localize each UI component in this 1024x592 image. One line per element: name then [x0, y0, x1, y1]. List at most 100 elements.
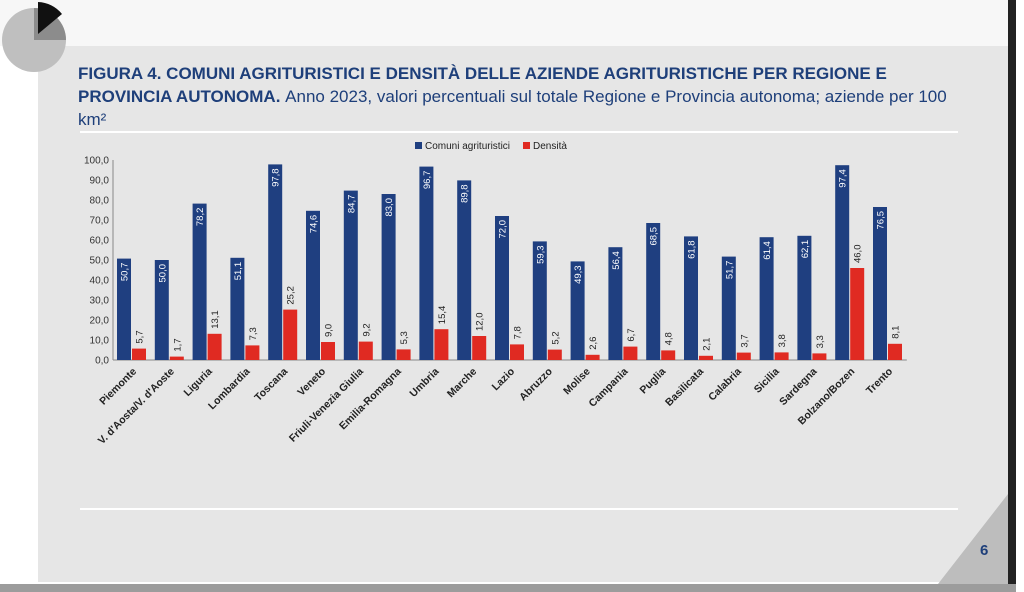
data-label-densita: 13,1 [210, 310, 221, 329]
data-label-comuni: 62,1 [800, 240, 811, 258]
data-label-comuni: 89,8 [460, 184, 471, 203]
y-tick-label: 10,0 [90, 336, 110, 347]
y-tick-label: 80,0 [90, 196, 110, 207]
y-tick-label: 90,0 [90, 176, 110, 187]
data-label-comuni: 61,8 [687, 240, 698, 259]
data-label-comuni: 74,6 [309, 215, 320, 234]
legend-swatch-densita [523, 142, 530, 149]
bar-comuni [684, 236, 698, 360]
legend-swatch-comuni [415, 142, 422, 149]
category-label: Liguria [181, 366, 214, 399]
figure-label: FIGURA 4. [78, 64, 162, 83]
data-label-densita: 2,6 [588, 337, 599, 350]
bar-densita [396, 349, 411, 360]
y-tick-label: 40,0 [90, 276, 110, 287]
bar-comuni [570, 261, 585, 360]
data-label-comuni: 51,7 [724, 261, 735, 280]
bar-comuni [532, 241, 547, 360]
data-label-densita: 15,4 [437, 306, 448, 325]
data-label-comuni: 72,0 [498, 220, 509, 239]
data-label-densita: 25,2 [286, 286, 297, 305]
y-tick-label: 100,0 [84, 156, 109, 167]
bar-comuni [419, 166, 434, 360]
bar-comuni [646, 223, 661, 360]
page-number: 6 [980, 542, 989, 559]
bar-densita [245, 345, 260, 360]
bar-comuni [306, 210, 320, 360]
category-label: Abruzzo [517, 366, 555, 404]
bar-densita [207, 333, 222, 360]
figure-subtitle: Anno 2023, valori percentuali sul totale… [78, 87, 947, 129]
bar-densita [888, 343, 902, 360]
bar-densita [169, 356, 184, 360]
bar-densita [510, 344, 524, 360]
bar-densita [132, 348, 146, 360]
data-label-densita: 5,7 [135, 330, 146, 343]
category-label: Calabria [706, 366, 744, 404]
bar-comuni [835, 165, 850, 360]
data-label-densita: 3,7 [739, 334, 750, 347]
data-label-comuni: 50,0 [157, 264, 168, 283]
bottom-strip [0, 584, 1016, 592]
bar-densita [358, 341, 373, 360]
y-tick-label: 0,0 [95, 356, 109, 367]
category-label: Basilicata [663, 366, 706, 409]
data-label-comuni: 84,7 [346, 195, 357, 214]
data-label-densita: 3,8 [777, 334, 788, 347]
bar-comuni [117, 258, 131, 360]
data-label-comuni: 50,7 [120, 263, 131, 282]
category-label: Umbria [407, 366, 441, 400]
figure-title: FIGURA 4. COMUNI AGRITURISTICI E DENSITÀ… [78, 62, 978, 131]
top-divider [80, 131, 958, 133]
data-label-densita: 4,8 [664, 332, 675, 345]
category-label: Campania [587, 366, 631, 410]
data-label-comuni: 51,1 [233, 262, 244, 281]
bar-densita [283, 309, 298, 360]
category-label: Veneto [295, 366, 328, 399]
bar-comuni [608, 247, 623, 360]
data-label-comuni: 49,3 [573, 265, 584, 284]
bar-densita [434, 329, 449, 360]
data-label-densita: 5,3 [399, 331, 410, 344]
data-label-densita: 46,0 [853, 245, 864, 264]
bar-densita [736, 352, 751, 360]
legend-label-densita: Densità [533, 141, 567, 152]
data-label-comuni: 61,4 [762, 241, 773, 260]
data-label-densita: 9,2 [361, 323, 372, 336]
y-tick-label: 50,0 [90, 256, 110, 267]
legend-label-comuni: Comuni agrituristici [425, 141, 510, 152]
bar-densita [850, 268, 865, 360]
category-label: V. d'Aosta/V. d'Aoste [96, 366, 177, 447]
bar-densita [472, 336, 487, 360]
data-label-comuni: 59,3 [535, 245, 546, 264]
data-label-comuni: 76,5 [876, 211, 887, 230]
bar-comuni [343, 190, 358, 360]
data-label-comuni: 83,0 [384, 198, 395, 217]
figure-title-main: COMUNI AGRITURISTICI E DENSITÀ DELLE AZI… [78, 64, 887, 106]
bar-comuni [797, 235, 812, 360]
data-label-densita: 7,8 [513, 326, 524, 339]
bar-densita [321, 342, 335, 360]
bar-comuni [759, 237, 774, 360]
bar-comuni [721, 256, 736, 360]
bar-densita [699, 355, 713, 360]
bar-densita [547, 349, 562, 360]
data-label-densita: 5,2 [550, 331, 561, 344]
bar-comuni [873, 207, 887, 360]
category-label: Toscana [252, 366, 290, 404]
data-label-densita: 1,7 [172, 338, 183, 351]
data-label-comuni: 97,8 [271, 168, 282, 187]
pie-logo-icon [2, 2, 66, 72]
bar-comuni [154, 260, 169, 360]
bar-comuni [381, 194, 396, 360]
data-label-comuni: 97,4 [838, 169, 849, 188]
y-tick-label: 20,0 [90, 316, 110, 327]
right-edge [1008, 0, 1016, 592]
category-label: Friuli-Venezia Giulia [287, 366, 366, 445]
category-label: Marche [445, 366, 480, 401]
category-label: Sicilia [752, 366, 782, 396]
data-label-densita: 6,7 [626, 328, 637, 341]
data-label-densita: 7,3 [248, 327, 259, 340]
data-label-densita: 2,1 [702, 338, 713, 351]
